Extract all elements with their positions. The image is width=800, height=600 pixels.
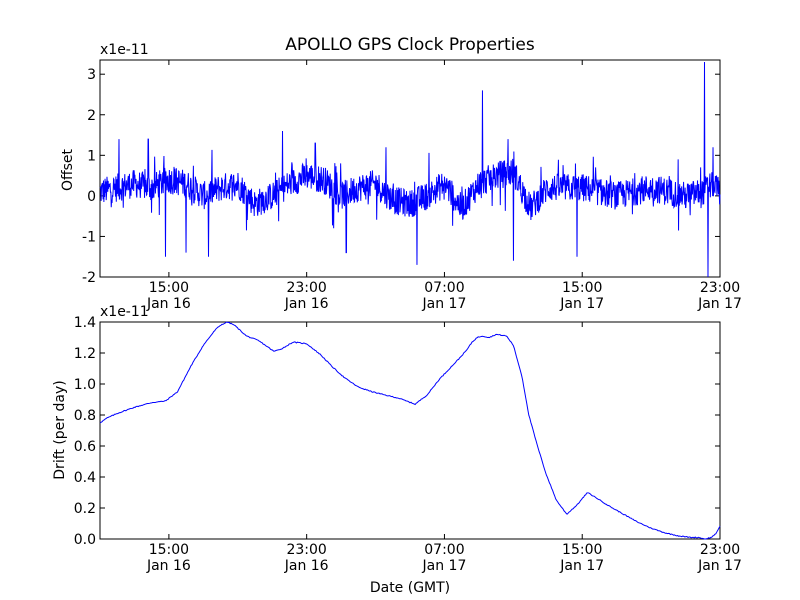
p1-xtick-date: Jan 16 (146, 558, 191, 574)
p0-xtick-date: Jan 17 (559, 296, 604, 312)
p0-xtick-time: 23:00 (700, 280, 740, 296)
p0-xtick-date: Jan 17 (422, 296, 467, 312)
p1-xtick-time: 15:00 (562, 542, 602, 558)
x-axis-label: Date (GMT) (370, 580, 450, 596)
p0-xtick-time: 07:00 (424, 280, 464, 296)
p0-ytick-label: 3 (87, 67, 96, 83)
p0-xtick-time: 15:00 (149, 280, 189, 296)
offset-axis-label: Offset (60, 148, 76, 191)
p1-ytick-label: 0.0 (74, 532, 96, 548)
p1-ytick-label: 1.2 (74, 346, 96, 362)
p1-ytick-label: 0.8 (74, 408, 96, 424)
p1-xtick-time: 07:00 (424, 542, 464, 558)
p1-xtick-date: Jan 17 (422, 558, 467, 574)
p1-xtick-time: 23:00 (700, 542, 740, 558)
drift-axis-label: Drift (per day) (52, 380, 68, 479)
drift-series-line (99, 321, 721, 540)
drift-panel-frame (99, 321, 721, 540)
chart-title: APOLLO GPS Clock Properties (285, 35, 535, 55)
p0-ytick-label: -1 (82, 229, 96, 245)
p1-ytick-label: 0.4 (74, 470, 96, 486)
p1-xtick-time: 23:00 (286, 542, 326, 558)
p0-xtick-date: Jan 16 (146, 296, 191, 312)
p0-xtick-date: Jan 16 (284, 296, 329, 312)
p0-ytick-label: 0 (87, 189, 96, 205)
offset-exponent-label: x1e-11 (100, 42, 149, 58)
p1-xtick-date: Jan 17 (559, 558, 604, 574)
offset-series-line (99, 62, 721, 278)
p1-xtick-date: Jan 16 (284, 558, 329, 574)
p1-ytick-label: 0.2 (74, 501, 96, 517)
p1-xtick-time: 15:00 (149, 542, 189, 558)
p0-ytick-label: -2 (82, 270, 96, 286)
p0-ytick-label: 1 (87, 148, 96, 164)
p1-ytick-label: 1.4 (74, 315, 96, 331)
p1-ytick-label: 1.0 (74, 377, 96, 393)
p1-ytick-label: 0.6 (74, 439, 96, 455)
p1-xtick-date: Jan 17 (697, 558, 742, 574)
p0-xtick-time: 23:00 (286, 280, 326, 296)
p0-xtick-time: 15:00 (562, 280, 602, 296)
offset-panel-frame (99, 59, 721, 278)
drift-exponent-label: x1e-11 (100, 304, 149, 320)
p0-xtick-date: Jan 17 (697, 296, 742, 312)
p0-ytick-label: 2 (87, 108, 96, 124)
